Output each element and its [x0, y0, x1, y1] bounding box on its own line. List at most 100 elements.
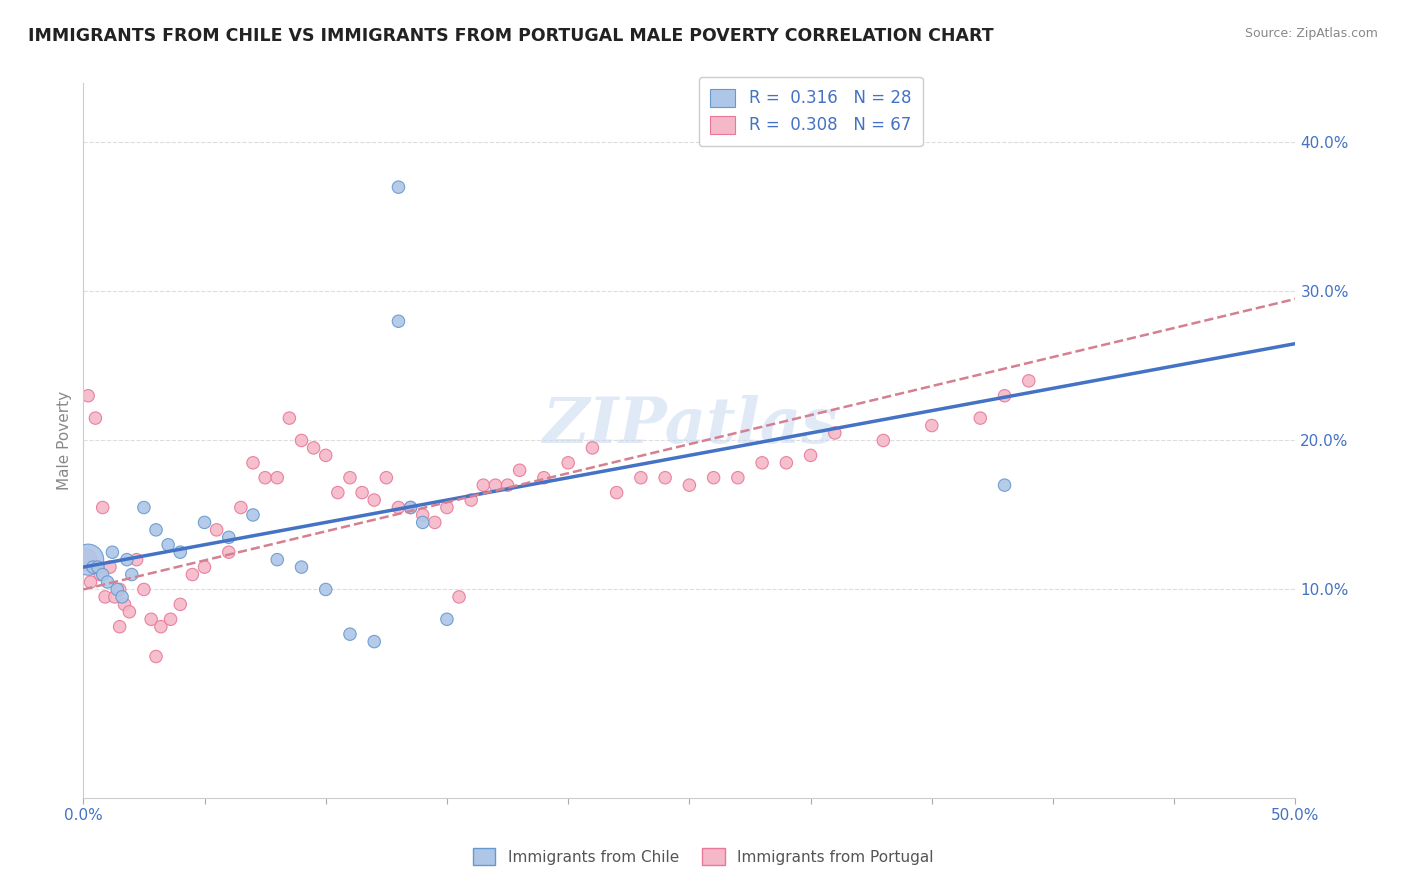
Point [436, 500, 458, 515]
Point [266, 552, 288, 566]
Point [91, 500, 114, 515]
Point [84, 560, 107, 574]
Point [969, 411, 991, 425]
Point [132, 500, 155, 515]
Point [1018, 374, 1040, 388]
Point [315, 582, 337, 597]
Text: ZIPatlas: ZIPatlas [541, 395, 837, 457]
Point [703, 471, 725, 485]
Point [326, 485, 349, 500]
Point [630, 471, 652, 485]
Point [145, 649, 167, 664]
Point [921, 418, 943, 433]
Point [449, 590, 471, 604]
Point [993, 478, 1015, 492]
Point [149, 620, 172, 634]
Y-axis label: Male Poverty: Male Poverty [58, 391, 72, 490]
Point [423, 516, 446, 530]
Point [108, 582, 131, 597]
Point [387, 180, 409, 194]
Point [678, 478, 700, 492]
Point [387, 500, 409, 515]
Point [460, 493, 482, 508]
Point [339, 471, 361, 485]
Point [278, 411, 301, 425]
Point [94, 590, 117, 604]
Point [193, 516, 215, 530]
Point [242, 508, 264, 522]
Point [96, 574, 118, 589]
Point [79, 574, 101, 589]
Point [363, 493, 385, 508]
Point [315, 448, 337, 462]
Point [412, 508, 434, 522]
Point [824, 425, 846, 440]
Point [352, 485, 374, 500]
Point [205, 523, 228, 537]
Point [169, 598, 191, 612]
Point [436, 612, 458, 626]
Point [266, 471, 288, 485]
Point [169, 545, 191, 559]
Point [193, 560, 215, 574]
Point [125, 552, 148, 566]
Point [254, 471, 277, 485]
Point [387, 314, 409, 328]
Point [159, 612, 181, 626]
Point [533, 471, 555, 485]
Point [218, 545, 240, 559]
Legend: Immigrants from Chile, Immigrants from Portugal: Immigrants from Chile, Immigrants from P… [467, 842, 939, 871]
Point [145, 523, 167, 537]
Point [115, 552, 138, 566]
Point [132, 582, 155, 597]
Point [218, 530, 240, 544]
Point [363, 634, 385, 648]
Point [105, 582, 128, 597]
Point [290, 560, 312, 574]
Point [375, 471, 398, 485]
Point [606, 485, 628, 500]
Point [581, 441, 603, 455]
Point [993, 389, 1015, 403]
Point [509, 463, 531, 477]
Point [484, 478, 506, 492]
Point [872, 434, 894, 448]
Point [157, 538, 180, 552]
Point [800, 448, 823, 462]
Point [111, 590, 134, 604]
Point [77, 552, 100, 566]
Legend: R =  0.316   N = 28, R =  0.308   N = 67: R = 0.316 N = 28, R = 0.308 N = 67 [699, 77, 922, 146]
Point [104, 590, 127, 604]
Point [108, 620, 131, 634]
Point [84, 411, 107, 425]
Point [290, 434, 312, 448]
Point [75, 552, 97, 566]
Point [91, 567, 114, 582]
Point [82, 560, 104, 574]
Text: Source: ZipAtlas.com: Source: ZipAtlas.com [1244, 27, 1378, 40]
Point [412, 516, 434, 530]
Point [399, 500, 422, 515]
Point [339, 627, 361, 641]
Point [77, 389, 100, 403]
Point [751, 456, 773, 470]
Point [242, 456, 264, 470]
Point [727, 471, 749, 485]
Point [399, 500, 422, 515]
Point [89, 567, 111, 582]
Point [121, 567, 143, 582]
Point [87, 560, 110, 574]
Point [302, 441, 325, 455]
Point [114, 598, 136, 612]
Point [775, 456, 797, 470]
Point [557, 456, 579, 470]
Text: IMMIGRANTS FROM CHILE VS IMMIGRANTS FROM PORTUGAL MALE POVERTY CORRELATION CHART: IMMIGRANTS FROM CHILE VS IMMIGRANTS FROM… [28, 27, 994, 45]
Point [98, 560, 121, 574]
Point [181, 567, 204, 582]
Point [654, 471, 676, 485]
Point [118, 605, 141, 619]
Point [496, 478, 519, 492]
Point [229, 500, 252, 515]
Point [472, 478, 495, 492]
Point [141, 612, 163, 626]
